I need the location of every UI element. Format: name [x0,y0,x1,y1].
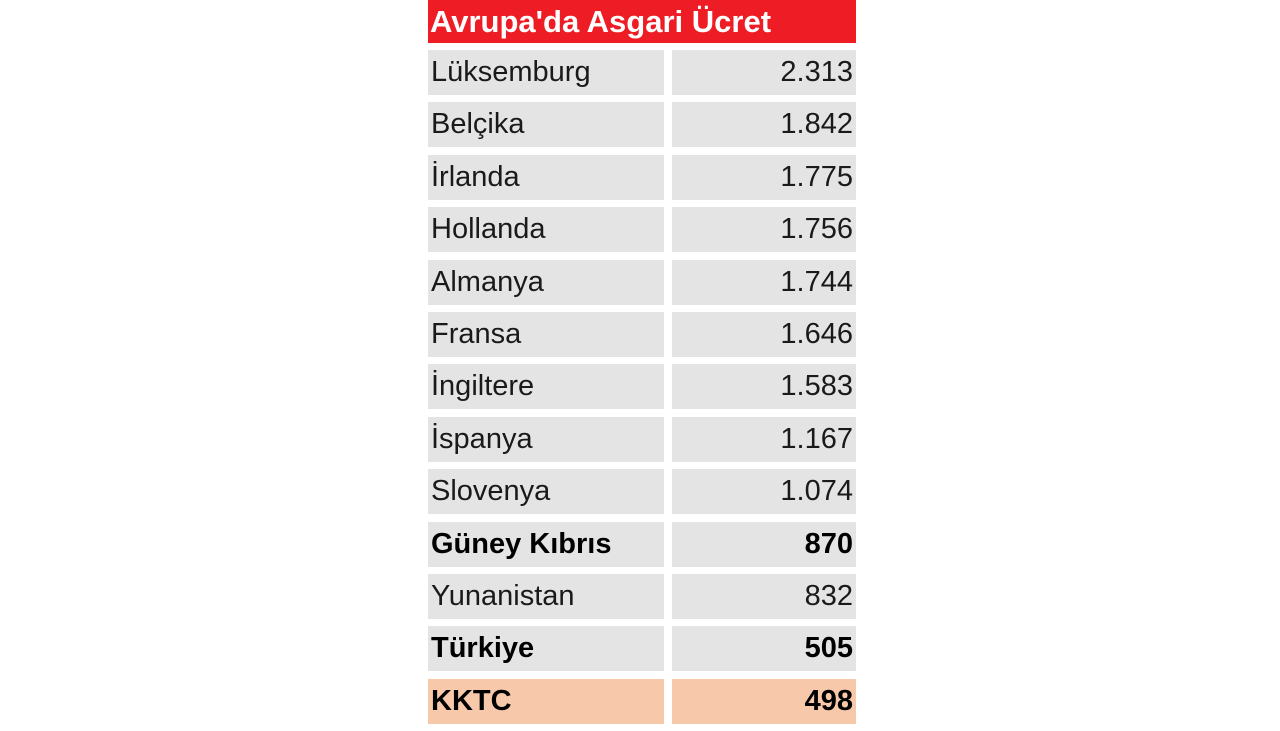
wage-value-cell: 1.775 [672,154,856,200]
wage-value-cell: 1.646 [672,311,856,357]
country-name-cell: Güney Kıbrıs [428,521,664,567]
wage-value-cell: 2.313 [672,50,856,95]
minimum-wage-table: Avrupa'da Asgari Ücret Lüksemburg 2.313 Be… [428,0,856,731]
table-row: Türkiye 505 [428,626,856,672]
wage-value-cell: 1.744 [672,259,856,305]
wage-value-cell: 1.842 [672,102,856,148]
wage-value-cell: 1.756 [672,207,856,253]
country-name-cell: Almanya [428,259,664,305]
table-row: Lüksemburg 2.313 [428,50,856,95]
country-name-cell: Slovenya [428,469,664,515]
table-title: Avrupa'da Asgari Ücret [428,0,856,43]
table-row: Slovenya 1.074 [428,469,856,515]
table-row: Belçika 1.842 [428,102,856,148]
country-name-cell: İngiltere [428,364,664,410]
table-rows: Lüksemburg 2.313 Belçika 1.842 İrlanda 1.775 H… [428,50,856,724]
table-row: İspanya 1.167 [428,416,856,462]
wage-value-cell: 498 [672,678,856,724]
country-name-cell: Türkiye [428,626,664,672]
table-row: Yunanistan 832 [428,573,856,619]
country-name-cell: Belçika [428,102,664,148]
wage-value-cell: 870 [672,521,856,567]
wage-value-cell: 1.074 [672,469,856,515]
country-name-cell: KKTC [428,678,664,724]
country-name-cell: İrlanda [428,154,664,200]
table-row: İngiltere 1.583 [428,364,856,410]
wage-value-cell: 1.167 [672,416,856,462]
table-row: İrlanda 1.775 [428,154,856,200]
table-row: KKTC 498 [428,678,856,724]
country-name-cell: Lüksemburg [428,50,664,95]
country-name-cell: Hollanda [428,207,664,253]
table-row: Hollanda 1.756 [428,207,856,253]
wage-value-cell: 1.583 [672,364,856,410]
table-row: Güney Kıbrıs 870 [428,521,856,567]
wage-value-cell: 505 [672,626,856,672]
table-row: Fransa 1.646 [428,311,856,357]
table-row: Almanya 1.744 [428,259,856,305]
country-name-cell: İspanya [428,416,664,462]
country-name-cell: Yunanistan [428,573,664,619]
wage-value-cell: 832 [672,573,856,619]
country-name-cell: Fransa [428,311,664,357]
